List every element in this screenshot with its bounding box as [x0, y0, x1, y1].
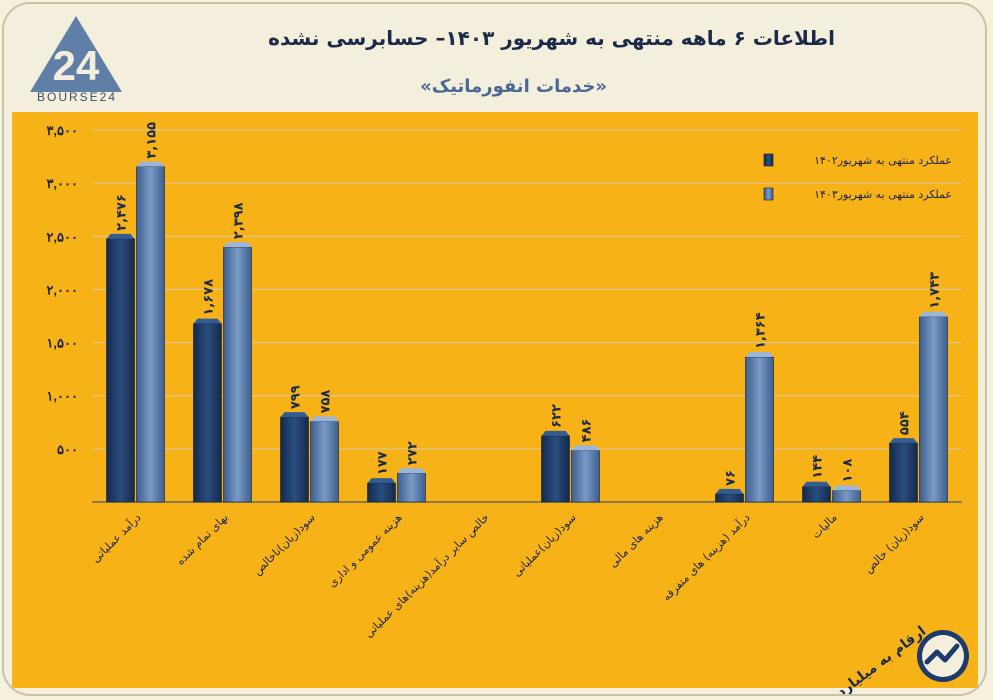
- bar-top-bevel: [745, 352, 774, 358]
- legend-swatch: [763, 187, 774, 201]
- bar-value-label: ۱,۷۴۳: [928, 272, 943, 309]
- y-tick-label: ۳,۰۰۰: [46, 176, 78, 191]
- bar-value-label: ۳,۱۵۵: [145, 122, 160, 159]
- x-category-label: سود(زیان)عملیاتی: [510, 511, 578, 579]
- legend-swatch: [763, 153, 774, 167]
- bar-top-bevel: [889, 438, 918, 444]
- bar-1402: [106, 238, 135, 503]
- bar-top-bevel: [193, 318, 222, 324]
- logo-text: BOURSE24: [36, 90, 118, 104]
- svg-text:24: 24: [53, 42, 100, 89]
- x-category-label: مالیات: [809, 511, 839, 541]
- y-tick-label: ۵۰۰: [57, 442, 78, 457]
- trend-logo-icon: [917, 630, 969, 682]
- bar-top-bevel: [397, 468, 426, 474]
- x-category-label: سود(زیان)ناخالص: [251, 511, 318, 578]
- bar-1402: [715, 493, 744, 503]
- bar-1403: [745, 356, 774, 503]
- bar-value-label: ۶۲۲: [550, 404, 565, 428]
- legend-entry: عملکرد منتهی به شهریور۱۴۰۲: [814, 154, 952, 167]
- bar-value-label: ۷۶: [724, 470, 739, 486]
- bar-top-bevel: [715, 488, 744, 494]
- bar-value-label: ۲۷۲: [406, 441, 421, 465]
- y-tick-label: ۳,۵۰۰: [46, 123, 78, 138]
- bar-top-bevel: [832, 485, 861, 491]
- x-category-label: سود(زیان) خالص: [862, 511, 927, 576]
- bar-1403: [571, 450, 600, 503]
- y-tick-label: ۲,۰۰۰: [46, 282, 78, 297]
- bar-value-label: ۱,۳۶۴: [754, 312, 769, 349]
- bar-top-bevel: [802, 481, 831, 487]
- bar-1403: [310, 421, 339, 503]
- y-tick-label: ۲,۵۰۰: [46, 229, 78, 244]
- bar-top-bevel: [223, 242, 252, 248]
- bar-top-bevel: [310, 416, 339, 422]
- bar-top-bevel: [367, 478, 396, 484]
- bar-value-label: ۷۹۹: [289, 385, 304, 409]
- chart-title: اطلاعات ۶ ماهه منتهی به شهریور ۱۴۰۳– حسا…: [268, 26, 835, 50]
- bar-chart: ۵۰۰ ۱,۰۰۰ ۱,۵۰۰ ۲,۰۰۰ ۲,۵۰۰ ۳,۰۰۰ ۳,۵۰۰ ۲,۴۷۶ ۳…: [46, 122, 962, 640]
- y-tick-label: ۱,۰۰۰: [46, 389, 78, 404]
- bar-top-bevel: [106, 233, 135, 239]
- bar-value-label: ۱۷۷: [376, 451, 391, 475]
- bar-value-label: ۴۸۶: [580, 419, 595, 443]
- bar-value-label: ۲,۴۷۶: [115, 194, 130, 231]
- x-category-label: هزینه های مالی: [606, 511, 665, 570]
- x-category-label: بهای تمام شده: [174, 511, 231, 568]
- bar-1402: [541, 435, 570, 503]
- bourse24-logo-icon: 24: [30, 16, 122, 92]
- x-category-label: درآمد (هزینه) های متفرقه: [659, 510, 752, 603]
- bar-value-label: ۱,۶۷۸: [202, 279, 217, 316]
- x-category-label: درآمد عملیاتی: [89, 510, 144, 565]
- chart-panel: ۵۰۰ ۱,۰۰۰ ۱,۵۰۰ ۲,۰۰۰ ۲,۵۰۰ ۳,۰۰۰ ۳,۵۰۰ ۲,۴۷۶ ۳…: [12, 112, 978, 688]
- bar-1403: [223, 246, 252, 503]
- chart-subtitle: «خدمات انفورماتیک»: [420, 76, 607, 97]
- bar-value-label: ۷۵۸: [319, 390, 334, 414]
- bar-1402: [889, 442, 918, 503]
- bar-top-bevel: [571, 445, 600, 451]
- bar-value-label: ۱۰۸: [841, 459, 856, 483]
- bar-value-label: ۱۴۴: [811, 455, 826, 479]
- bar-1402: [367, 482, 396, 503]
- bar-1403: [919, 316, 948, 503]
- x-category-label: هزینه عمومی و اداری: [326, 511, 405, 590]
- y-tick-label: ۱,۵۰۰: [46, 336, 78, 351]
- bar-top-bevel: [280, 412, 309, 418]
- bar-value-label: ۵۵۴: [898, 411, 913, 435]
- bar-top-bevel: [136, 161, 165, 167]
- bar-top-bevel: [541, 430, 570, 436]
- bar-1402: [280, 416, 309, 503]
- bar-1403: [136, 166, 165, 503]
- bar-top-bevel: [919, 311, 948, 317]
- bar-value-label: ۲,۳۹۸: [232, 202, 247, 239]
- bar-1403: [397, 472, 426, 503]
- bar-1403: [832, 490, 861, 503]
- bar-1402: [802, 486, 831, 503]
- bar-1402: [193, 323, 222, 503]
- legend-entry: عملکرد منتهی به شهریور۱۴۰۳: [814, 188, 952, 201]
